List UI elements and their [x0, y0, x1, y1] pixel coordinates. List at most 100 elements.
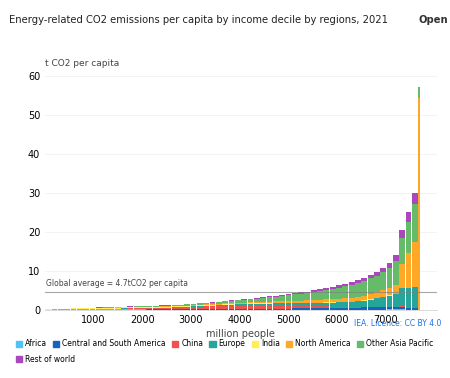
Bar [210, 304, 216, 305]
Bar [418, 98, 420, 310]
Bar [279, 295, 285, 296]
Text: IEA. Licence: CC BY 4.0: IEA. Licence: CC BY 4.0 [354, 319, 441, 328]
Bar [266, 297, 272, 302]
Bar [146, 307, 152, 308]
Bar [349, 282, 355, 285]
Bar [241, 300, 247, 303]
Bar [336, 285, 342, 288]
Bar [235, 300, 241, 301]
Bar [317, 300, 323, 303]
Bar [77, 308, 83, 309]
Bar [279, 305, 285, 308]
Bar [273, 296, 279, 301]
Bar [71, 309, 77, 310]
Bar [178, 305, 184, 306]
Bar [393, 255, 399, 261]
Bar [197, 306, 203, 307]
Bar [355, 307, 361, 308]
Bar [324, 308, 329, 310]
Bar [254, 298, 260, 299]
Bar [248, 305, 253, 309]
Bar [412, 287, 418, 308]
Bar [229, 305, 234, 306]
Bar [374, 307, 380, 310]
Bar [361, 277, 367, 281]
Bar [184, 304, 190, 305]
Bar [260, 303, 266, 304]
Bar [273, 301, 279, 303]
Bar [317, 308, 323, 310]
Bar [393, 261, 399, 285]
Bar [285, 306, 291, 308]
Bar [279, 296, 285, 301]
Bar [311, 306, 317, 308]
Bar [324, 299, 329, 302]
Bar [349, 307, 355, 308]
Bar [254, 304, 260, 305]
Bar [374, 299, 380, 307]
Text: Open: Open [418, 15, 448, 25]
Bar [399, 309, 405, 310]
Bar [342, 302, 348, 307]
Bar [368, 294, 374, 299]
Bar [412, 242, 418, 287]
Bar [349, 285, 355, 297]
Bar [229, 309, 234, 310]
Bar [336, 302, 342, 307]
Bar [172, 305, 177, 306]
Bar [210, 305, 216, 306]
Bar [77, 309, 83, 310]
Bar [311, 303, 317, 306]
Bar [405, 288, 411, 308]
Bar [279, 303, 285, 304]
Legend: Africa, Central and South America, China, Europe, India, North America, Other As: Africa, Central and South America, China… [13, 336, 436, 352]
Bar [229, 304, 234, 305]
Bar [273, 309, 279, 310]
Bar [229, 303, 234, 304]
Bar [349, 297, 355, 302]
Bar [285, 308, 291, 310]
Bar [266, 296, 272, 297]
Bar [121, 307, 127, 308]
Bar [412, 308, 418, 310]
Bar [324, 307, 329, 308]
Bar [285, 294, 291, 295]
Bar [355, 297, 361, 301]
Bar [330, 302, 336, 303]
Bar [266, 302, 272, 303]
Bar [405, 253, 411, 288]
Bar [298, 293, 304, 294]
Bar [317, 307, 323, 308]
Bar [374, 276, 380, 292]
Bar [260, 302, 266, 303]
Bar [330, 303, 336, 307]
Text: Global average = 4.7tCO2 per capita: Global average = 4.7tCO2 per capita [46, 279, 188, 288]
Bar [229, 306, 234, 309]
Bar [361, 281, 367, 296]
Bar [216, 304, 222, 305]
Bar [216, 302, 222, 304]
Bar [266, 303, 272, 304]
Bar [241, 305, 247, 309]
Bar [405, 308, 411, 310]
Bar [229, 301, 234, 303]
Bar [178, 306, 184, 307]
Bar [324, 302, 329, 303]
Bar [305, 306, 310, 308]
Bar [216, 306, 222, 309]
Bar [254, 309, 260, 310]
Bar [222, 304, 228, 305]
Bar [380, 297, 386, 307]
Bar [305, 303, 310, 306]
Bar [292, 303, 297, 306]
Bar [266, 304, 272, 305]
Bar [222, 309, 228, 310]
Bar [260, 305, 266, 309]
Bar [178, 307, 184, 309]
Bar [241, 304, 247, 305]
Bar [317, 303, 323, 307]
Bar [399, 288, 405, 306]
Bar [380, 272, 386, 290]
Bar [273, 303, 279, 304]
Bar [311, 292, 317, 301]
